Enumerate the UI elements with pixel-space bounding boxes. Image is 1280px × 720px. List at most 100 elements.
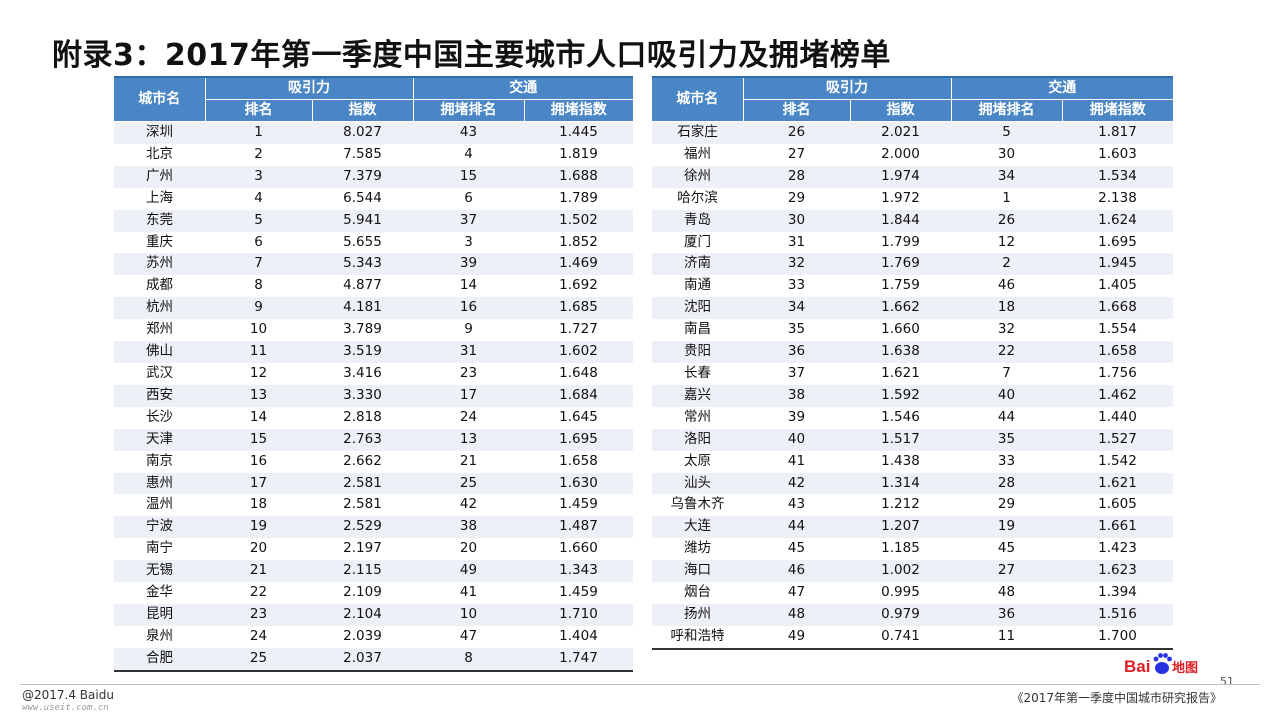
rank-cell: 22 xyxy=(205,582,312,604)
header-attraction: 吸引力 xyxy=(743,76,952,100)
index-cell: 1.621 xyxy=(850,362,951,385)
rank-cell: 28 xyxy=(743,165,850,188)
table-row: 上海 4 6.544 6 1.789 xyxy=(114,187,633,210)
rank-cell: 11 xyxy=(205,341,312,363)
city-cell: 广州 xyxy=(114,165,205,188)
congestion-rank-cell: 33 xyxy=(951,450,1062,473)
congestion-rank-cell: 14 xyxy=(413,275,524,298)
rank-cell: 7 xyxy=(205,253,312,276)
congestion-index-cell: 1.624 xyxy=(1062,209,1173,232)
baidu-map-logo: Bai 地图 xyxy=(1124,653,1198,676)
rank-cell: 49 xyxy=(743,625,850,650)
table-row: 天津 15 2.763 13 1.695 xyxy=(114,428,633,451)
rank-cell: 4 xyxy=(205,187,312,210)
logo-text-bai: Bai xyxy=(1124,657,1150,676)
index-cell: 8.027 xyxy=(312,121,413,144)
congestion-index-cell: 1.668 xyxy=(1062,297,1173,320)
index-cell: 1.002 xyxy=(850,560,951,583)
index-cell: 3.416 xyxy=(312,362,413,385)
city-cell: 石家庄 xyxy=(652,121,743,144)
table-row: 沈阳 34 1.662 18 1.668 xyxy=(652,297,1173,320)
congestion-index-cell: 1.756 xyxy=(1062,362,1173,385)
table-row: 汕头 42 1.314 28 1.621 xyxy=(652,472,1173,495)
header-city: 城市名 xyxy=(652,76,744,122)
city-cell: 深圳 xyxy=(114,121,205,144)
congestion-rank-cell: 22 xyxy=(951,341,1062,363)
congestion-rank-cell: 24 xyxy=(413,406,524,429)
city-cell: 济南 xyxy=(652,253,743,276)
city-cell: 北京 xyxy=(114,143,205,166)
table-row: 南昌 35 1.660 32 1.554 xyxy=(652,319,1173,342)
city-cell: 东莞 xyxy=(114,209,205,232)
ranking-table-left: 城市名 吸引力 交通 排名 指数 拥堵排名 拥堵指数 深圳 1 8.027 43 1.4… xyxy=(114,76,633,672)
rank-cell: 48 xyxy=(743,603,850,626)
index-cell: 0.979 xyxy=(850,603,951,626)
congestion-index-cell: 1.817 xyxy=(1062,121,1173,144)
congestion-rank-cell: 25 xyxy=(413,472,524,495)
rank-cell: 47 xyxy=(743,582,850,604)
header-city: 城市名 xyxy=(114,76,206,122)
city-cell: 汕头 xyxy=(652,472,743,495)
city-cell: 温州 xyxy=(114,494,205,517)
city-cell: 徐州 xyxy=(652,165,743,188)
congestion-index-cell: 1.623 xyxy=(1062,560,1173,583)
index-cell: 1.660 xyxy=(850,319,951,342)
congestion-rank-cell: 5 xyxy=(951,121,1062,144)
index-cell: 1.212 xyxy=(850,494,951,517)
page-title: 附录3：2017年第一季度中国主要城市人口吸引力及拥堵榜单 xyxy=(52,38,891,73)
city-cell: 烟台 xyxy=(652,582,743,604)
index-cell: 1.314 xyxy=(850,472,951,495)
table-row: 厦门 31 1.799 12 1.695 xyxy=(652,231,1173,254)
index-cell: 3.519 xyxy=(312,341,413,363)
congestion-rank-cell: 3 xyxy=(413,231,524,254)
index-cell: 3.330 xyxy=(312,384,413,407)
city-cell: 南京 xyxy=(114,450,205,473)
congestion-rank-cell: 9 xyxy=(413,319,524,342)
table-row: 潍坊 45 1.185 45 1.423 xyxy=(652,538,1173,561)
congestion-rank-cell: 49 xyxy=(413,560,524,583)
rank-cell: 39 xyxy=(743,406,850,429)
congestion-rank-cell: 1 xyxy=(951,187,1062,210)
table-row: 常州 39 1.546 44 1.440 xyxy=(652,406,1173,429)
city-cell: 天津 xyxy=(114,428,205,451)
index-cell: 4.181 xyxy=(312,297,413,320)
table-row: 南宁 20 2.197 20 1.660 xyxy=(114,538,633,561)
table-row: 海口 46 1.002 27 1.623 xyxy=(652,560,1173,583)
rank-cell: 2 xyxy=(205,143,312,166)
city-cell: 常州 xyxy=(652,406,743,429)
rank-cell: 18 xyxy=(205,494,312,517)
congestion-rank-cell: 40 xyxy=(951,384,1062,407)
congestion-index-cell: 1.487 xyxy=(524,516,633,539)
city-cell: 潍坊 xyxy=(652,538,743,561)
rank-cell: 21 xyxy=(205,560,312,583)
rank-cell: 12 xyxy=(205,362,312,385)
rank-cell: 17 xyxy=(205,472,312,495)
rank-cell: 20 xyxy=(205,538,312,561)
congestion-index-cell: 1.685 xyxy=(524,297,633,320)
city-cell: 南通 xyxy=(652,275,743,298)
congestion-rank-cell: 36 xyxy=(951,603,1062,626)
city-cell: 乌鲁木齐 xyxy=(652,494,743,517)
congestion-rank-cell: 46 xyxy=(951,275,1062,298)
index-cell: 2.104 xyxy=(312,603,413,626)
table-row: 郑州 10 3.789 9 1.727 xyxy=(114,319,633,342)
city-cell: 上海 xyxy=(114,187,205,210)
index-cell: 2.818 xyxy=(312,406,413,429)
table-row: 温州 18 2.581 42 1.459 xyxy=(114,494,633,517)
congestion-rank-cell: 41 xyxy=(413,582,524,604)
index-cell: 0.995 xyxy=(850,582,951,604)
city-cell: 嘉兴 xyxy=(652,384,743,407)
congestion-index-cell: 1.661 xyxy=(1062,516,1173,539)
congestion-rank-cell: 32 xyxy=(951,319,1062,342)
ranking-table-right: 城市名 吸引力 交通 排名 指数 拥堵排名 拥堵指数 石家庄 26 2.021 5 1.… xyxy=(652,76,1173,650)
table-row: 武汉 12 3.416 23 1.648 xyxy=(114,362,633,385)
congestion-index-cell: 1.459 xyxy=(524,582,633,604)
congestion-index-cell: 1.700 xyxy=(1062,625,1173,650)
index-cell: 1.972 xyxy=(850,187,951,210)
rank-cell: 1 xyxy=(205,121,312,144)
city-cell: 重庆 xyxy=(114,231,205,254)
congestion-index-cell: 1.660 xyxy=(524,538,633,561)
congestion-rank-cell: 35 xyxy=(951,428,1062,451)
rank-cell: 24 xyxy=(205,625,312,648)
rank-cell: 23 xyxy=(205,603,312,626)
